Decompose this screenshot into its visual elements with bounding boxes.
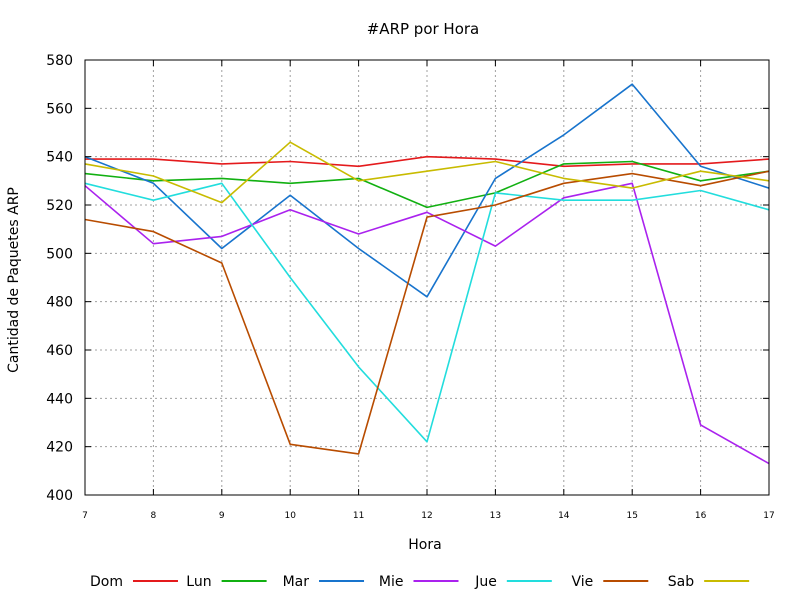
x-tick-label: 7: [82, 511, 88, 521]
series-line-vie: [84, 170, 770, 455]
series-line-mar: [84, 83, 770, 298]
legend-label-jue: Jue: [474, 574, 497, 590]
y-axis-ticks: 400 420 440 460 480 500 520 540 560 580: [46, 53, 769, 504]
x-axis-label: Hora: [408, 537, 441, 553]
x-tick-label: 16: [695, 511, 707, 521]
y-tick-label: 460: [46, 343, 73, 359]
series-layer: [84, 83, 770, 465]
x-tick-label: 11: [353, 511, 364, 521]
series-line-dom: [85, 155, 770, 168]
y-tick-label: 440: [46, 391, 73, 407]
series-line-jue: [84, 182, 770, 443]
legend-label-mie: Mie: [379, 574, 404, 590]
y-tick-label: 420: [46, 440, 73, 456]
y-tick-label: 480: [46, 295, 73, 311]
series-line-mie: [84, 182, 770, 465]
legend-label-vie: Vie: [572, 574, 594, 590]
legend: Dom Lun Mar Mie Jue Vie Sab: [90, 574, 750, 590]
y-tick-label: 500: [46, 246, 73, 262]
x-tick-label: 9: [219, 511, 225, 521]
y-tick-label: 520: [46, 198, 73, 214]
x-tick-label: 8: [151, 511, 157, 521]
x-tick-label: 17: [763, 511, 774, 521]
series-line-lun: [84, 160, 770, 209]
x-tick-label: 10: [284, 511, 296, 521]
chart-title: #ARP por Hora: [367, 20, 480, 38]
x-tick-label: 15: [626, 511, 637, 521]
y-tick-label: 580: [46, 53, 73, 69]
x-axis-ticks: 7 8 9 10 11 12 13 14 15 16 17: [82, 60, 775, 521]
x-tick-label: 13: [490, 511, 501, 521]
y-axis-label: Cantidad de Paquetes ARP: [6, 187, 22, 373]
y-tick-label: 400: [46, 488, 73, 504]
legend-label-sab: Sab: [668, 574, 694, 590]
y-tick-label: 560: [46, 101, 73, 117]
legend-label-dom: Dom: [90, 574, 123, 590]
legend-label-lun: Lun: [186, 574, 211, 590]
series-line-sab: [84, 141, 770, 204]
legend-label-mar: Mar: [283, 574, 310, 590]
x-tick-label: 14: [558, 511, 570, 521]
y-tick-label: 540: [46, 150, 73, 166]
x-tick-label: 12: [421, 511, 432, 521]
